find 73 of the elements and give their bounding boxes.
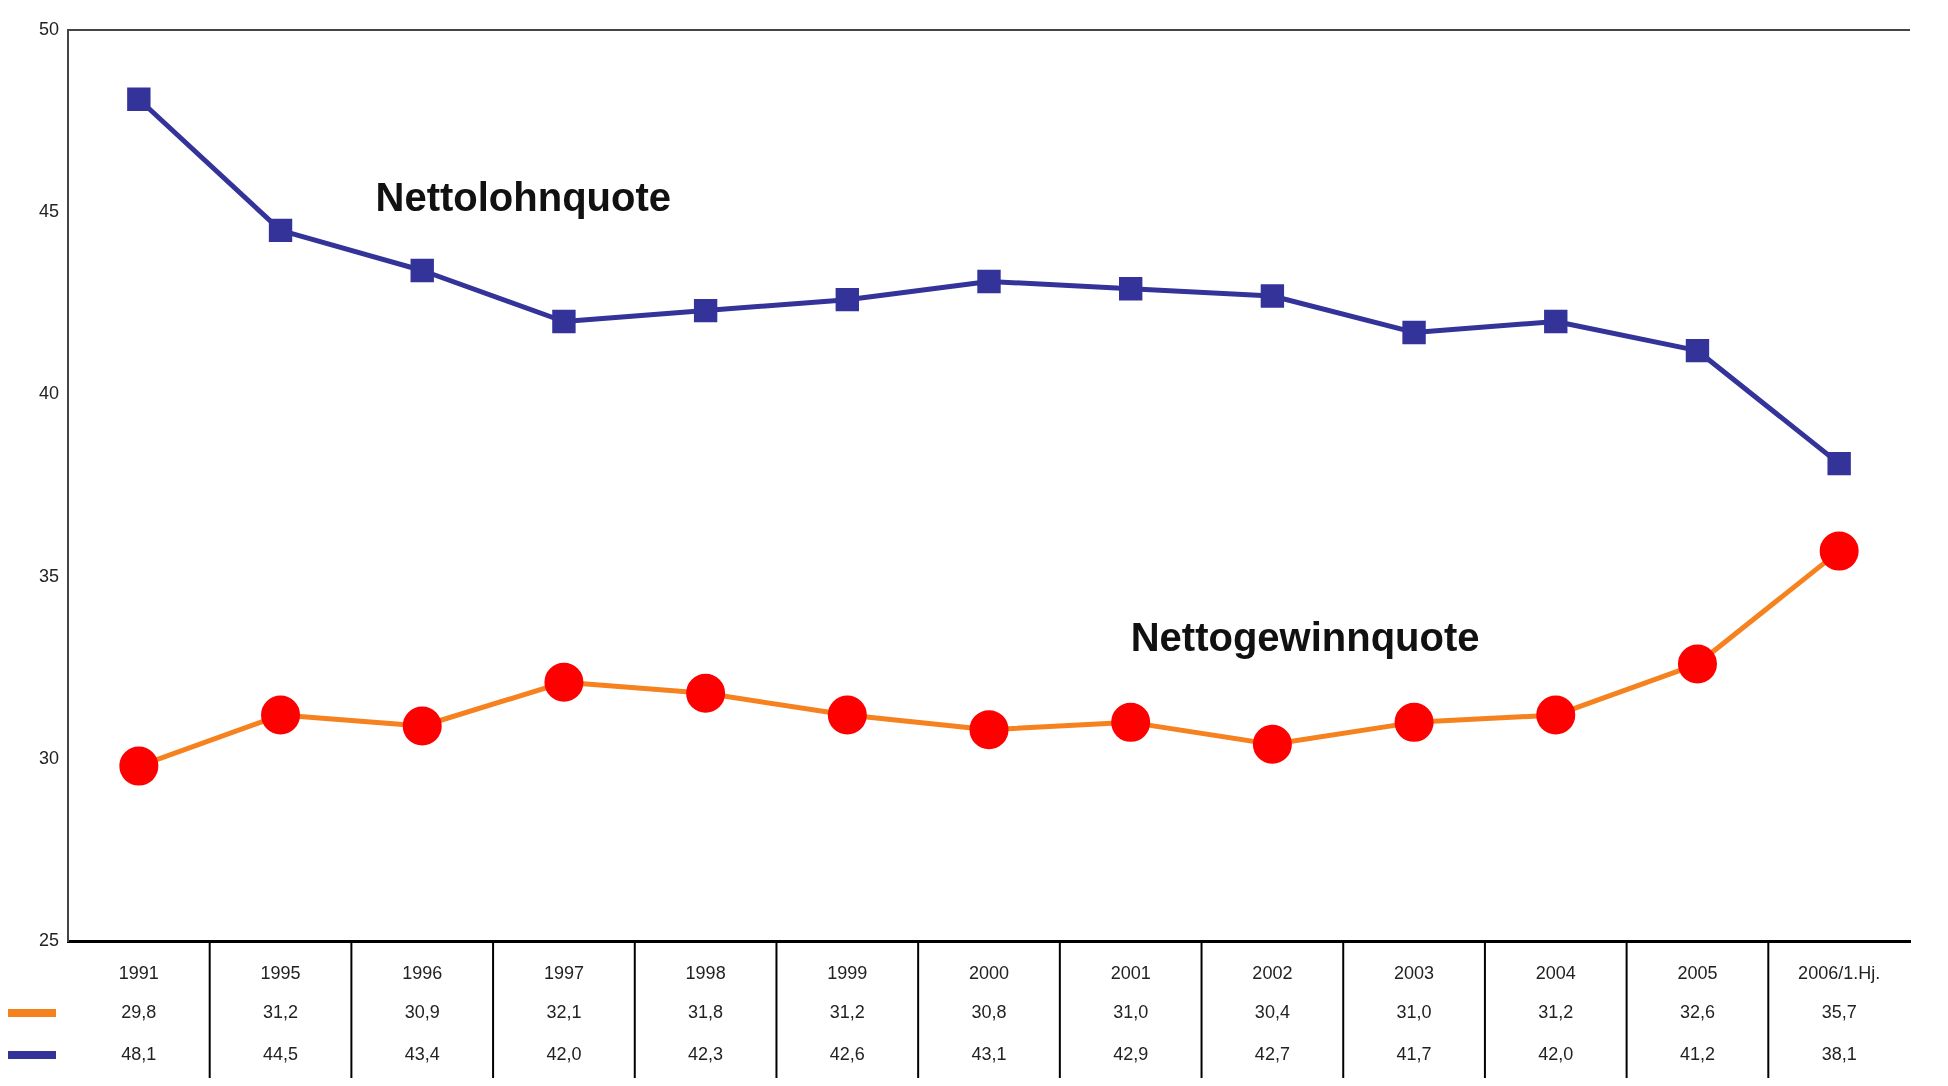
point — [1536, 695, 1576, 735]
data-label: 30,8 — [971, 1001, 1007, 1022]
data-label: 42,6 — [829, 1043, 865, 1064]
point — [977, 269, 1001, 294]
data-label: 31,0 — [1396, 1001, 1432, 1022]
y-tick-label: 25 — [38, 929, 59, 950]
x-tick-label: 2006/1.Hj. — [1798, 962, 1881, 983]
point — [544, 662, 584, 702]
point — [835, 287, 859, 312]
y-tick-label: 50 — [38, 18, 59, 39]
point — [1819, 531, 1859, 571]
point — [552, 309, 576, 334]
point — [1685, 338, 1710, 363]
data-label: 42,0 — [546, 1043, 582, 1064]
x-tick-label: 1995 — [260, 962, 301, 983]
point — [1394, 702, 1434, 742]
point — [1827, 451, 1851, 476]
y-tick-label: 35 — [38, 565, 59, 586]
x-tick-label: 1998 — [685, 962, 726, 983]
data-label: 41,2 — [1679, 1043, 1715, 1064]
x-tick-label: 2004 — [1535, 962, 1576, 983]
x-tick-label: 1991 — [118, 962, 159, 983]
point — [1402, 320, 1426, 345]
y-tick-label: 45 — [38, 201, 59, 222]
y-tick-label: 30 — [38, 747, 59, 768]
data-label: 35,7 — [1821, 1001, 1857, 1022]
data-label: 42,7 — [1254, 1043, 1290, 1064]
x-tick-label: 1996 — [402, 962, 443, 983]
data-label: 43,4 — [404, 1043, 440, 1064]
data-label: 44,5 — [263, 1043, 299, 1064]
x-tick-label: 2001 — [1110, 962, 1151, 983]
point — [1119, 277, 1143, 301]
point — [127, 87, 151, 111]
point — [686, 673, 726, 713]
data-label: 32,1 — [546, 1001, 582, 1022]
x-tick-label: 2002 — [1252, 962, 1293, 983]
point — [119, 746, 159, 786]
x-tick-label: 1997 — [543, 962, 584, 983]
point — [261, 695, 301, 735]
point — [1252, 724, 1292, 764]
data-label: 42,0 — [1538, 1043, 1574, 1064]
point — [1544, 309, 1568, 334]
data-label: 31,0 — [1113, 1001, 1149, 1022]
point — [1677, 644, 1717, 684]
data-label: 31,2 — [263, 1001, 299, 1022]
data-label: 30,4 — [1254, 1001, 1290, 1022]
data-label: 31,8 — [688, 1001, 724, 1022]
y-tick-label: 40 — [38, 383, 59, 404]
data-label: 48,1 — [121, 1043, 157, 1064]
point — [1260, 284, 1285, 308]
data-label: 32,6 — [1679, 1001, 1715, 1022]
x-tick-label: 2003 — [1394, 962, 1435, 983]
x-tick-label: 2000 — [968, 962, 1010, 983]
point — [402, 706, 442, 746]
series-label: Nettogewinnquote — [1130, 615, 1480, 660]
data-label: 31,2 — [829, 1001, 865, 1022]
point — [1111, 702, 1151, 742]
data-label: 42,9 — [1113, 1043, 1149, 1064]
x-tick-label: 1999 — [827, 962, 868, 983]
point — [410, 258, 434, 283]
data-label: 42,3 — [688, 1043, 724, 1064]
data-label: 30,9 — [404, 1001, 440, 1022]
point — [827, 695, 867, 735]
series-label: Nettolohnquote — [375, 175, 672, 220]
data-label: 29,8 — [121, 1001, 157, 1022]
data-label: 31,2 — [1538, 1001, 1574, 1022]
point — [969, 710, 1009, 750]
data-label: 41,7 — [1396, 1043, 1432, 1064]
x-tick-label: 2005 — [1677, 962, 1718, 983]
data-label: 38,1 — [1821, 1043, 1857, 1064]
data-label: 43,1 — [971, 1043, 1007, 1064]
point — [693, 298, 718, 323]
point — [268, 218, 293, 243]
